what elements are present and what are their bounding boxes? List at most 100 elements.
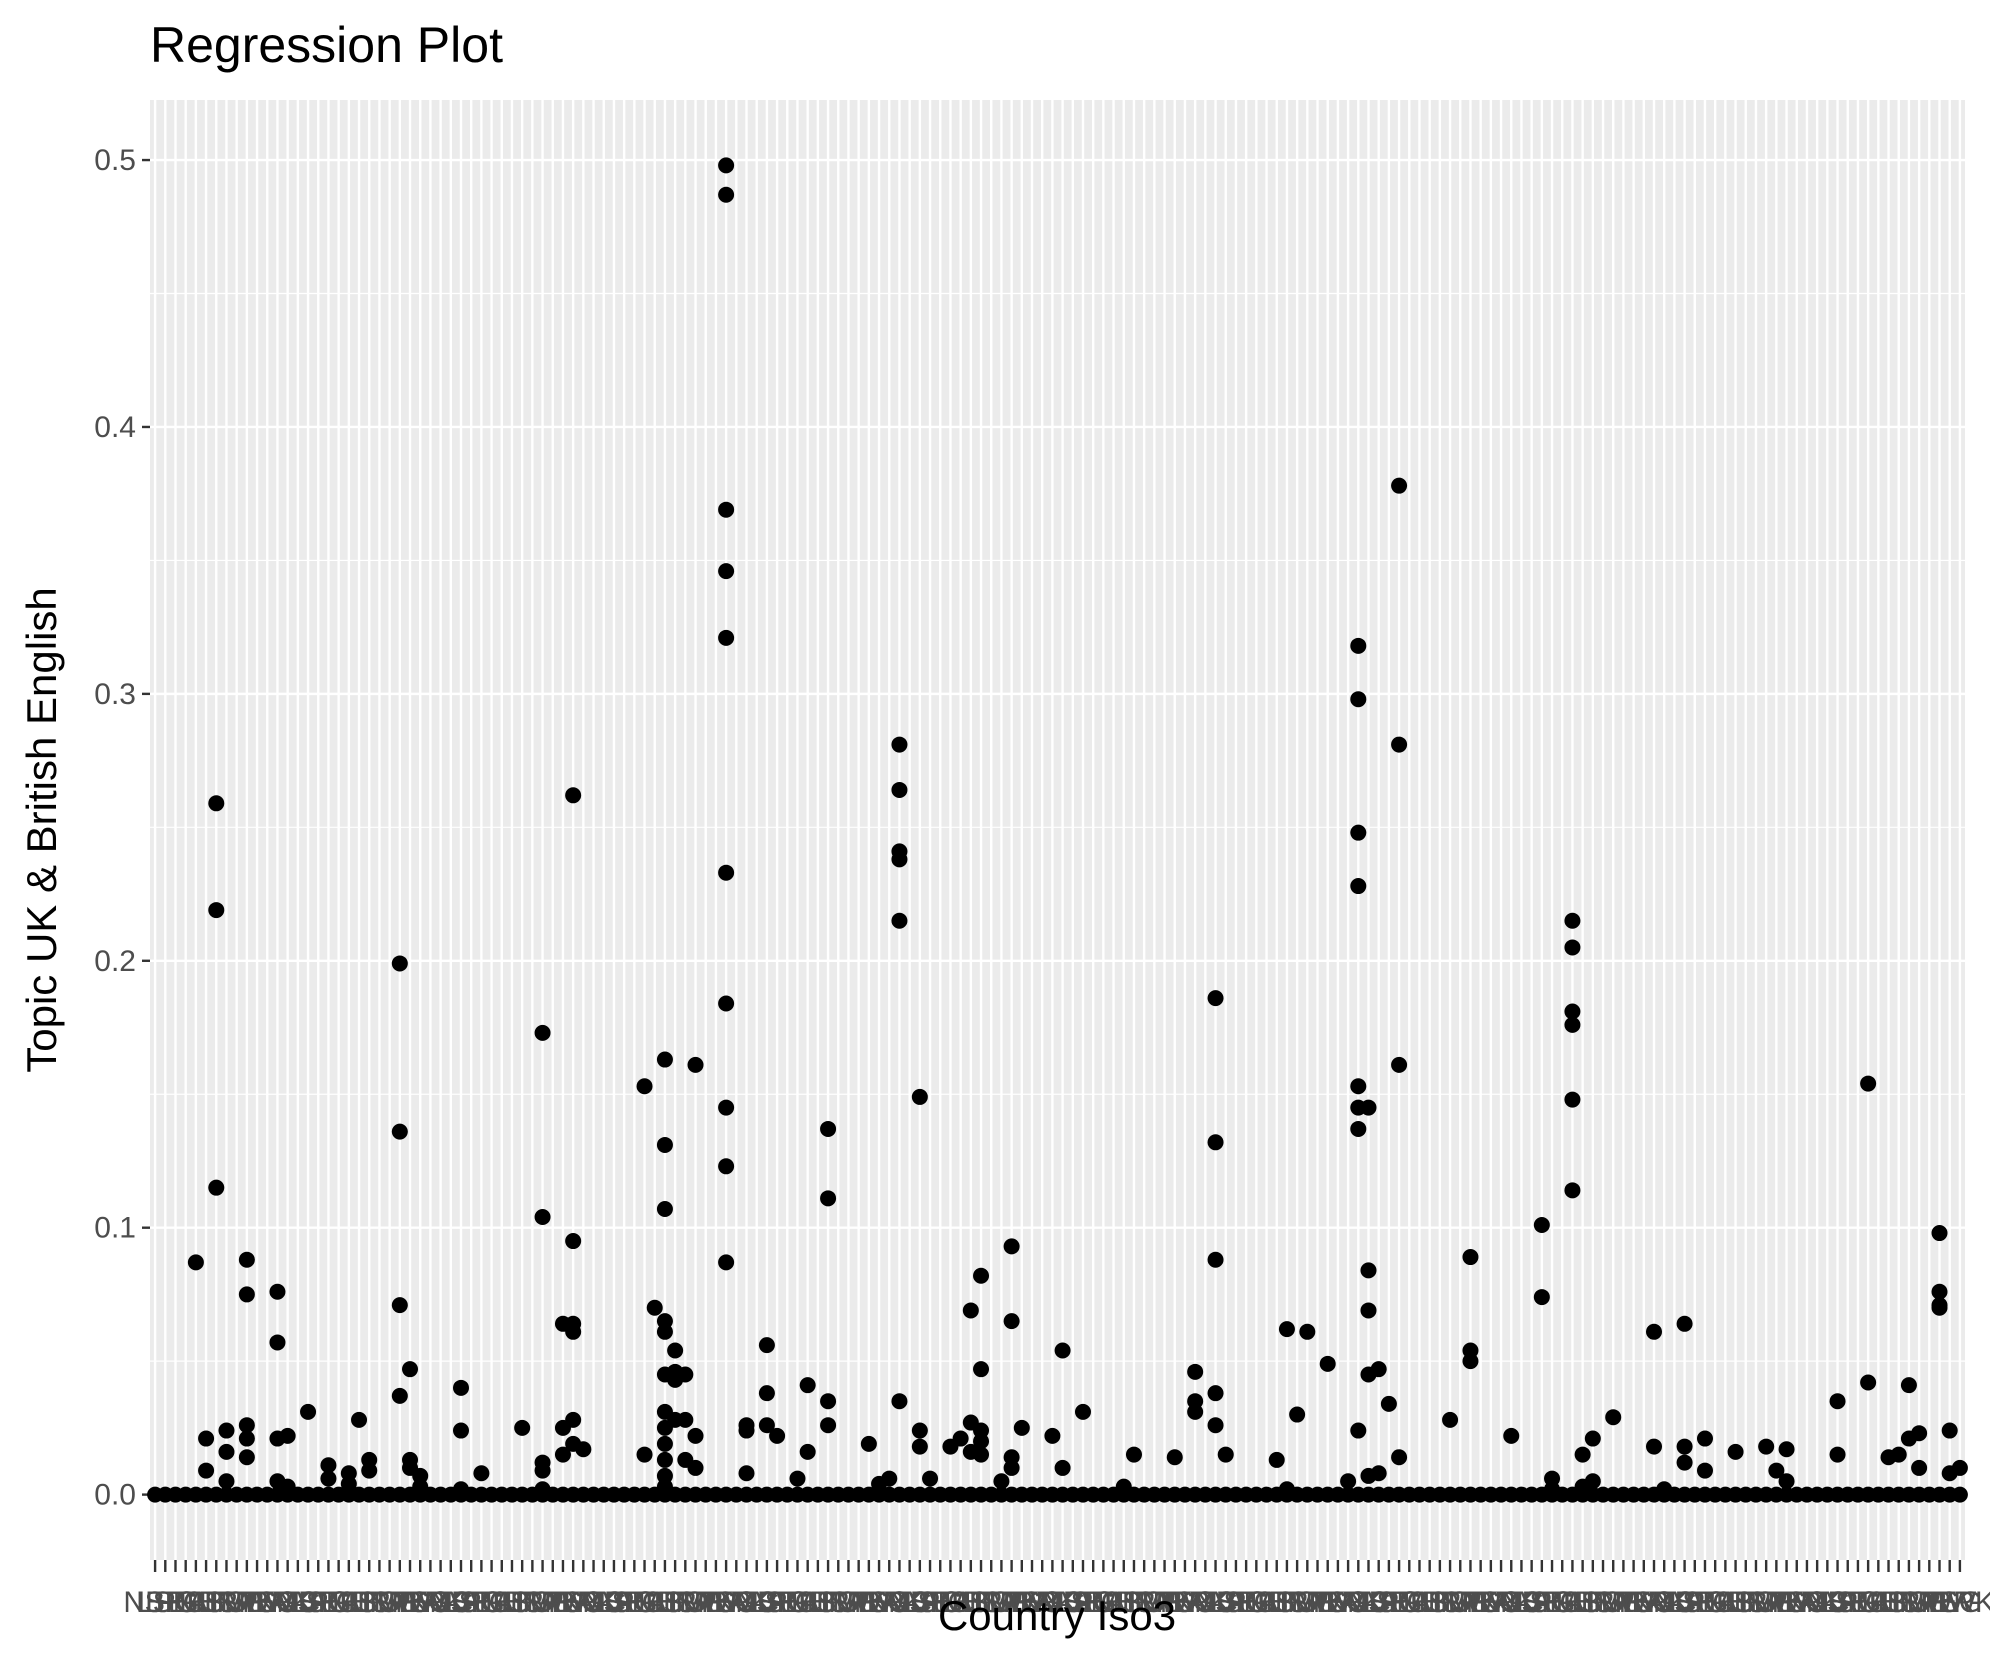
x-tick-label: SRB [451,1586,513,1619]
data-point [1013,1419,1030,1436]
x-tick-label: WRK [1313,1586,1383,1619]
chart-title: Regression Plot [150,17,503,73]
x-tick-label: RSG [388,1586,453,1619]
data-point [1187,1403,1204,1420]
data-point [534,1209,551,1226]
data-point [891,851,908,868]
x-tick-label: MBW [832,1586,906,1619]
data-point [1533,1289,1550,1306]
x-tick-label: GBS [1398,1586,1461,1619]
x-tick-label: TAE [1748,1586,1804,1619]
data-point [1391,736,1408,753]
x-tick-label: PGL [309,1586,369,1619]
data-point [1391,477,1408,494]
x-tick-label: HRP [348,1586,411,1619]
data-point [1696,1430,1713,1447]
data-point [758,1337,775,1354]
x-tick-label: EAT [1544,1586,1600,1619]
x-tick-label: AAA [1033,1586,1093,1619]
x-tick-label: KGC [1173,1586,1238,1619]
data-point [391,1387,408,1404]
data-point [1350,637,1367,654]
data-point [1350,1078,1367,1095]
x-axis-ticks [153,1560,1962,1572]
x-tick-label: TAE [1901,1586,1957,1619]
data-point [1003,1459,1020,1476]
data-point [1564,1003,1581,1020]
data-point [891,736,908,753]
x-tick-label: TAE [831,1586,887,1619]
data-point [1462,1249,1479,1266]
x-tick-label: KGC [1632,1586,1697,1619]
x-tick-label: PGL [156,1586,216,1619]
data-point [789,1470,806,1487]
x-tick-label: AAA [421,1586,481,1619]
data-point [1778,1473,1795,1490]
x-tick-label: PGL [767,1586,827,1619]
x-tick-label: BGR [204,1586,269,1619]
data-point [820,1120,837,1137]
data-point [1544,1481,1561,1498]
data-point [1533,1217,1550,1234]
data-point [973,1433,990,1450]
x-tick-label: HRP [1418,1586,1481,1619]
x-tick-label: AAA [727,1586,787,1619]
data-point [534,1024,551,1041]
x-tick-label: MBW [1138,1586,1212,1619]
x-tick-label: RSG [1305,1586,1370,1619]
x-tick-label: HRP [654,1586,717,1619]
x-tick-label: TAE [984,1586,1040,1619]
x-tick-label: RSG [1458,1586,1523,1619]
x-tick-label: WRK [701,1586,771,1619]
x-tick-label: SRB [603,1586,665,1619]
x-tick-label: BGR [663,1586,728,1619]
data-point [1207,1251,1224,1268]
data-point [667,1342,684,1359]
x-tick-label: NBH [1500,1586,1563,1619]
x-tick-label: LSN [748,1586,806,1619]
data-point [514,1419,531,1436]
data-point [565,1411,582,1428]
x-tick-label: GBS [633,1586,696,1619]
x-tick-label: NBH [1347,1586,1410,1619]
data-point [718,1254,735,1271]
data-point [799,1443,816,1460]
x-tick-label: LSN [136,1586,194,1619]
x-tick-label: CSM [1712,1586,1779,1619]
x-tick-label: GBS [1857,1586,1920,1619]
data-point [1564,1091,1581,1108]
x-tick-label: SRB [145,1586,207,1619]
y-tick-label: 0.1 [94,1212,136,1245]
data-point [238,1417,255,1434]
x-tick-label: HRP [807,1586,870,1619]
data-point [820,1190,837,1207]
data-point [718,501,735,518]
data-point [452,1481,469,1498]
data-point [718,629,735,646]
x-tick-label: GBS [480,1586,543,1619]
x-tick-label: KGC [714,1586,779,1619]
data-point [738,1465,755,1482]
data-point [1166,1449,1183,1466]
data-point [911,1438,928,1455]
x-tick-label: RSG [1764,1586,1829,1619]
data-point [1584,1473,1601,1490]
data-point [1370,1361,1387,1378]
data-point [1115,1478,1132,1495]
data-point [361,1462,378,1479]
x-tick-label: HRP [1877,1586,1940,1619]
data-point [656,1051,673,1068]
y-tick-label: 0.4 [94,411,136,444]
data-point [218,1473,235,1490]
data-point [1951,1486,1968,1503]
x-tick-label: WRK [1160,1586,1230,1619]
x-tick-label: WRK [1619,1586,1689,1619]
x-tick-label: MBW [1903,1586,1977,1619]
data-point [1778,1441,1795,1458]
x-tick-label: AAA [1338,1586,1398,1619]
x-tick-label: NBH [1806,1586,1869,1619]
data-point [565,1323,582,1340]
x-tick-label: PGL [1073,1586,1133,1619]
data-point [412,1478,429,1495]
x-tick-label: MBW [220,1586,294,1619]
